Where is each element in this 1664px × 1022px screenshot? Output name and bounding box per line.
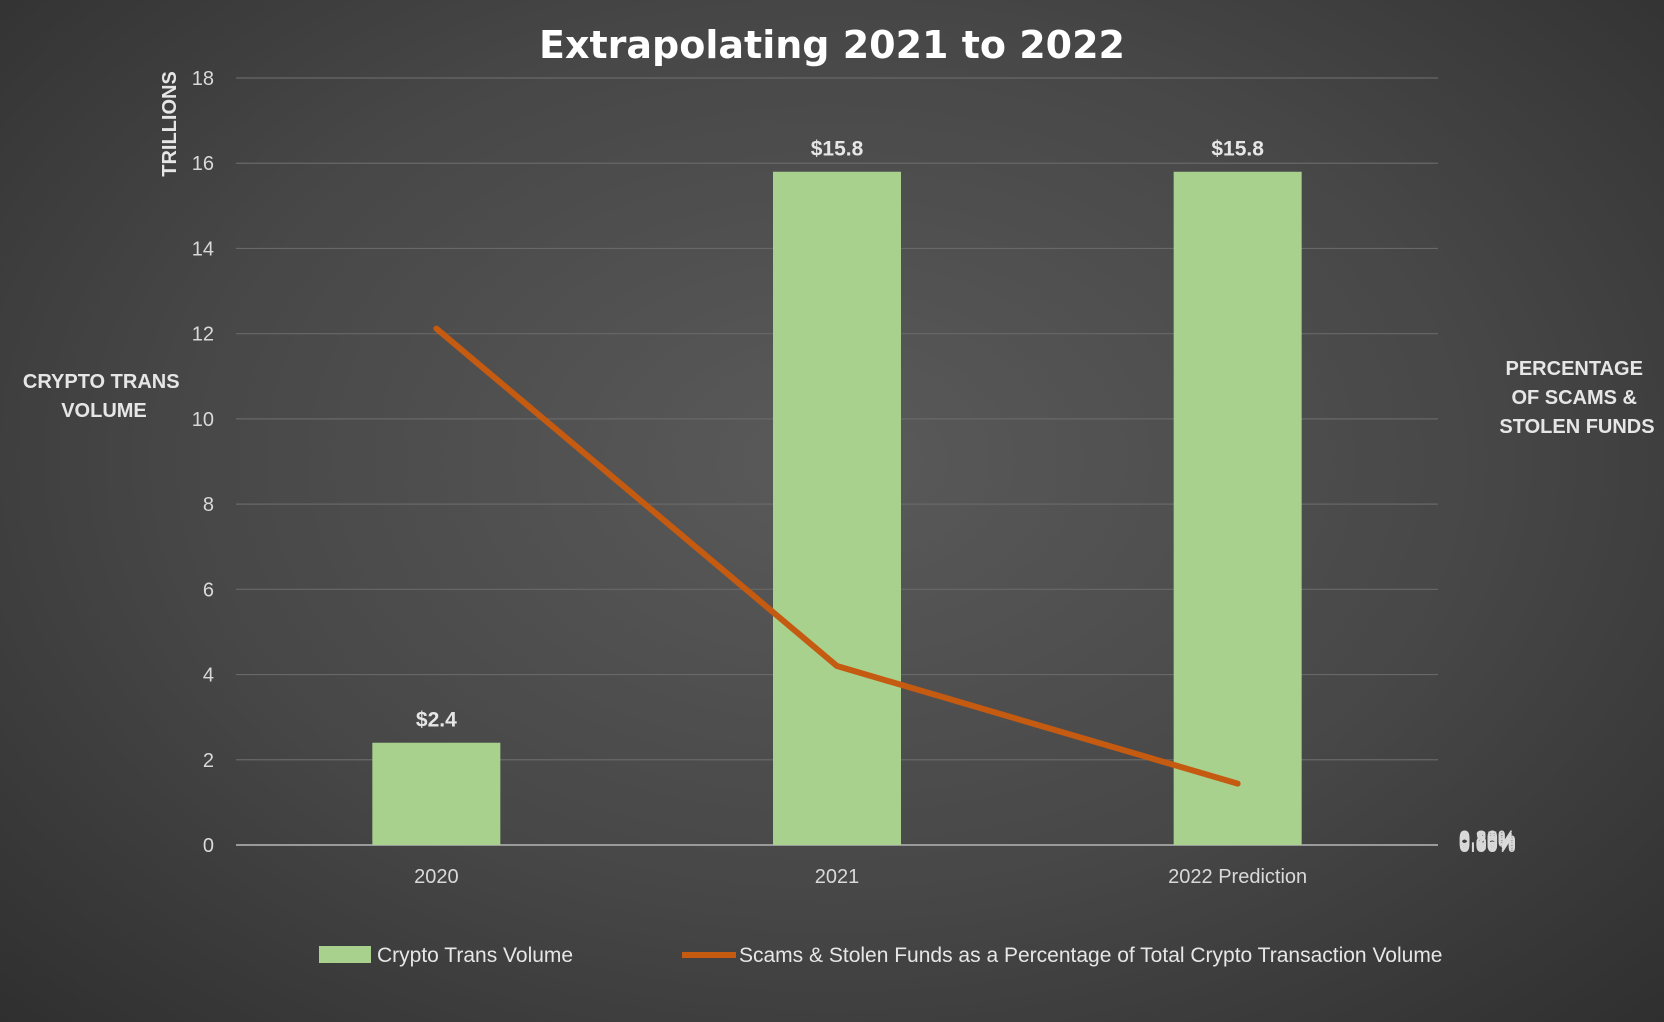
right-axis-label-line: STOLEN FUNDS bbox=[1499, 416, 1654, 438]
bar-data-label: $15.8 bbox=[811, 138, 864, 161]
legend: Crypto Trans Volume Scams & Stolen Funds… bbox=[319, 944, 1443, 967]
bar bbox=[773, 171, 901, 845]
right-axis-label-line: OF SCAMS & bbox=[1511, 387, 1637, 409]
x-axis-ticks: 2020 2021 2022 Prediction bbox=[414, 866, 1307, 888]
right-tick-label: 0.20% bbox=[1459, 830, 1516, 852]
bar-series bbox=[372, 171, 1302, 845]
bar-data-label: $2.4 bbox=[416, 709, 457, 732]
right-tick-label: 0.00% bbox=[1459, 835, 1516, 857]
line-series bbox=[433, 325, 1241, 787]
left-axis-ticks: 0 2 4 6 8 10 12 14 16 18 bbox=[192, 68, 214, 857]
legend-swatch-bar bbox=[319, 946, 371, 963]
legend-label-line: Scams & Stolen Funds as a Percentage of … bbox=[739, 944, 1443, 967]
right-tick-label: 0.05% bbox=[1459, 834, 1516, 856]
scam-percentage-line bbox=[433, 325, 1241, 787]
left-tick-label: 18 bbox=[192, 68, 214, 90]
right-axis-ticks: 0.00%0.05%0.10%0.15%0.20%0.25%0.30% bbox=[1459, 827, 1516, 857]
left-axis-label-line: CRYPTO TRANS bbox=[23, 371, 180, 393]
chart-title: Extrapolating 2021 to 2022 bbox=[539, 23, 1125, 67]
left-axis-units-label: TRILLIONS bbox=[159, 71, 181, 177]
left-tick-label: 6 bbox=[203, 579, 214, 601]
left-tick-label: 2 bbox=[203, 750, 214, 772]
left-tick-label: 4 bbox=[203, 665, 214, 687]
x-tick-label: 2021 bbox=[815, 866, 860, 888]
bar-data-labels: $2.4 $15.8 $15.8 bbox=[416, 138, 1264, 732]
bar bbox=[1173, 171, 1302, 845]
right-tick-label: 0.10% bbox=[1459, 832, 1516, 854]
right-axis-label-line: PERCENTAGE bbox=[1506, 358, 1643, 380]
right-tick-label: 0.25% bbox=[1459, 829, 1516, 851]
bar bbox=[372, 742, 501, 845]
left-tick-label: 10 bbox=[192, 409, 214, 431]
left-tick-label: 16 bbox=[192, 153, 214, 175]
x-tick-label: 2022 Prediction bbox=[1168, 866, 1307, 888]
left-tick-label: 0 bbox=[203, 835, 214, 857]
left-tick-label: 8 bbox=[203, 494, 214, 516]
right-axis-label: PERCENTAGE OF SCAMS & STOLEN FUNDS bbox=[1499, 358, 1654, 438]
x-tick-label: 2020 bbox=[414, 866, 459, 888]
bar-data-label: $15.8 bbox=[1211, 138, 1264, 161]
left-tick-label: 14 bbox=[192, 238, 214, 260]
left-axis-label-line: VOLUME bbox=[61, 400, 147, 422]
left-axis-label: CRYPTO TRANS VOLUME bbox=[23, 371, 185, 422]
legend-label-bar: Crypto Trans Volume bbox=[377, 944, 573, 967]
left-tick-label: 12 bbox=[192, 324, 214, 346]
right-tick-label: 0.15% bbox=[1459, 831, 1516, 853]
right-tick-label: 0.30% bbox=[1459, 827, 1516, 849]
